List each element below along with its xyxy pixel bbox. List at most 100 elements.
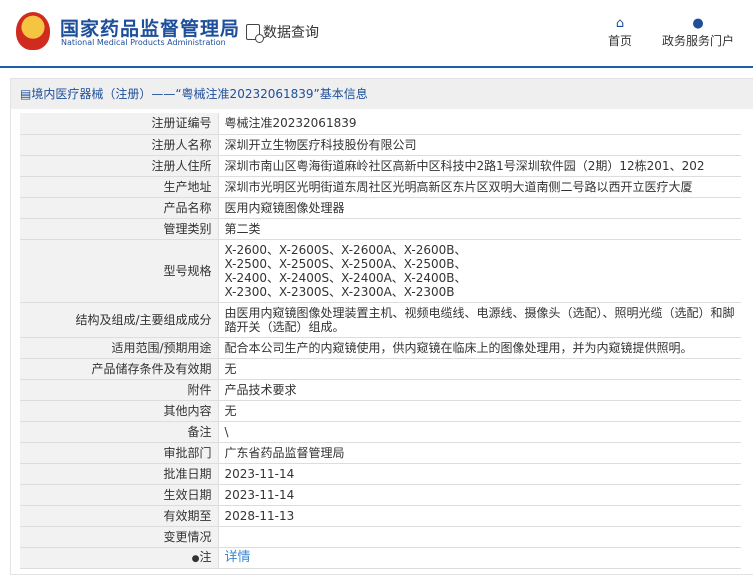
- table-row: 有效期至 2028-11-13: [20, 505, 741, 527]
- table-row: 注册人名称 深圳开立生物医疗科技股份有限公司: [20, 134, 741, 156]
- panel-title-text: 境内医疗器械（注册）——“粤械注准20232061839”基本信息: [31, 87, 368, 101]
- row-label-text: 注册人名称: [151, 137, 212, 152]
- table-row: 生产地址 深圳市光明区光明街道东周社区光明高新区东片区双明大道南侧二号路以西开立医…: [20, 176, 741, 198]
- row-label: ●注: [20, 547, 219, 569]
- row-label-text: 备注: [187, 424, 212, 439]
- row-label: 批准日期: [20, 463, 219, 485]
- model-line: X-2600、X-2600S、X-2600A、X-2600B、: [224, 242, 467, 257]
- row-label-text: 审批部门: [163, 445, 212, 460]
- table-row: 型号规格 X-2600、X-2600S、X-2600A、X-2600B、 X-250…: [20, 239, 741, 303]
- brand-title: 国家药品监督管理局: [60, 18, 241, 40]
- table-row: 其他内容无: [20, 400, 741, 422]
- nav-home-label: 首页: [608, 34, 633, 48]
- table-row: 适用范围/预期用途 配合本公司生产的内窥镜使用，供内窥镜在临床上的图像处理用，并为…: [20, 337, 741, 359]
- panel-title: ▤境内医疗器械（注册）——“粤械注准20232061839”基本信息: [11, 79, 753, 109]
- row-label: 结构及组成/主要组成成分: [20, 302, 219, 338]
- row-value: 2023-11-14: [218, 463, 741, 485]
- document-icon: ▤: [20, 87, 32, 101]
- row-label: 注册证编号: [20, 113, 219, 135]
- row-value: \: [218, 421, 741, 443]
- row-label-text: 产品储存条件及有效期: [91, 361, 212, 376]
- nav-service-portal[interactable]: ● 政务服务门户: [662, 16, 734, 49]
- row-label-text: 生产地址: [163, 179, 212, 194]
- table-row: 管理类别 第二类: [20, 218, 741, 240]
- model-line: X-2300、X-2300S、X-2300A、X-2300B: [224, 284, 455, 299]
- row-value: 第二类: [218, 218, 741, 240]
- info-table: 注册证编号 粤械注准20232061839 注册人名称 深圳开立生物医疗科技股份有限公…: [20, 113, 741, 569]
- row-value: [218, 526, 741, 548]
- row-value: 由医用内窥镜图像处理装置主机、视频电缆线、电源线、摄像头（选配）、照明光缆（选配…: [218, 302, 741, 338]
- row-value: 医用内窥镜图像处理器: [218, 197, 741, 219]
- row-label: 注册人住所: [20, 155, 219, 177]
- table-row: ●注 详情: [20, 547, 741, 569]
- row-value: 粤械注准20232061839: [218, 113, 741, 135]
- row-value: 配合本公司生产的内窥镜使用，供内窥镜在临床上的图像处理用，并为内窥镜提供照明。: [218, 337, 741, 359]
- brand-subtitle: National Medical Products Administration: [61, 38, 226, 47]
- row-label-text: 型号规格: [163, 263, 212, 278]
- row-label-text: 批准日期: [163, 466, 212, 481]
- row-label: 有效期至: [20, 505, 219, 527]
- row-value: 详情: [218, 547, 741, 569]
- row-label-text: 注: [199, 549, 212, 564]
- national-emblem-logo: [16, 12, 50, 50]
- nav-home[interactable]: ⌂ 首页: [608, 16, 632, 49]
- row-label-text: 附件: [187, 382, 212, 397]
- model-line: X-2500、X-2500S、X-2500A、X-2500B、: [224, 256, 467, 271]
- row-label: 型号规格: [20, 239, 219, 303]
- model-line: X-2400、X-2400S、X-2400A、X-2400B、: [224, 270, 467, 285]
- row-label: 审批部门: [20, 442, 219, 464]
- row-label-text: 生效日期: [163, 487, 212, 502]
- row-label: 产品储存条件及有效期: [20, 358, 219, 380]
- row-label-text: 变更情况: [163, 529, 212, 544]
- details-link[interactable]: 详情: [224, 550, 251, 565]
- row-value: 无: [218, 358, 741, 380]
- table-row: 附件 产品技术要求: [20, 379, 741, 401]
- nav-portal-label: 政务服务门户: [662, 34, 735, 48]
- row-label-text: 适用范围/预期用途: [111, 340, 212, 355]
- row-label: 管理类别: [20, 218, 219, 240]
- table-row: 注册人住所 深圳市南山区粤海街道麻岭社区高新中区科技中2路1号深圳软件园（2期）1…: [20, 155, 741, 177]
- row-label: 变更情况: [20, 526, 219, 548]
- table-row: 变更情况: [20, 526, 741, 548]
- row-value: 2028-11-13: [218, 505, 741, 527]
- table-row: 审批部门 广东省药品监督管理局: [20, 442, 741, 464]
- table-row: 备注 \: [20, 421, 741, 443]
- row-label-text: 有效期至: [163, 508, 212, 523]
- table-row: 生效日期 2023-11-14: [20, 484, 741, 506]
- table-row: 产品储存条件及有效期无: [20, 358, 741, 380]
- table-row: 产品名称 医用内窥镜图像处理器: [20, 197, 741, 219]
- home-icon: ⌂: [615, 16, 625, 31]
- data-query-link[interactable]: 数据查询: [246, 22, 319, 43]
- row-label: 产品名称: [20, 197, 219, 219]
- table-row: 注册证编号 粤械注准20232061839: [20, 113, 741, 135]
- row-label: 附件: [20, 379, 219, 401]
- row-value: 深圳市光明区光明街道东周社区光明高新区东片区双明大道南侧二号路以西开立医疗大厦: [218, 176, 741, 198]
- row-label-text: 其他内容: [163, 403, 212, 418]
- row-value: 广东省药品监督管理局: [218, 442, 741, 464]
- table-row: 结构及组成/主要组成成分 由医用内窥镜图像处理装置主机、视频电缆线、电源线、摄像头…: [20, 302, 741, 338]
- document-search-icon: [246, 24, 264, 43]
- row-label: 注册人名称: [20, 134, 219, 156]
- row-label-text: 管理类别: [163, 221, 212, 236]
- row-label-text: 注册人住所: [151, 158, 212, 173]
- row-value: X-2600、X-2600S、X-2600A、X-2600B、 X-2500、X-…: [218, 239, 741, 303]
- row-value: 2023-11-14: [218, 484, 741, 506]
- row-value: 无: [218, 400, 741, 422]
- row-label: 生效日期: [20, 484, 219, 506]
- table-row: 批准日期 2023-11-14: [20, 463, 741, 485]
- row-label-text: 结构及组成/主要组成成分: [75, 312, 212, 327]
- row-label-text: 注册证编号: [151, 116, 212, 131]
- row-value: 深圳开立生物医疗科技股份有限公司: [218, 134, 741, 156]
- user-icon: ●: [692, 16, 704, 31]
- row-label: 生产地址: [20, 176, 219, 198]
- site-header: 国家药品监督管理局 National Medical Products Admi…: [0, 0, 753, 68]
- data-query-label: 数据查询: [263, 25, 319, 41]
- pin-icon: ●: [191, 553, 200, 564]
- row-label: 其他内容: [20, 400, 219, 422]
- row-label: 适用范围/预期用途: [20, 337, 219, 359]
- detail-panel: ▤境内医疗器械（注册）——“粤械注准20232061839”基本信息 注册证编号…: [10, 78, 753, 575]
- row-value: 产品技术要求: [218, 379, 741, 401]
- row-label-text: 产品名称: [163, 200, 212, 215]
- row-value: 深圳市南山区粤海街道麻岭社区高新中区科技中2路1号深圳软件园（2期）12栋201…: [218, 155, 741, 177]
- row-label: 备注: [20, 421, 219, 443]
